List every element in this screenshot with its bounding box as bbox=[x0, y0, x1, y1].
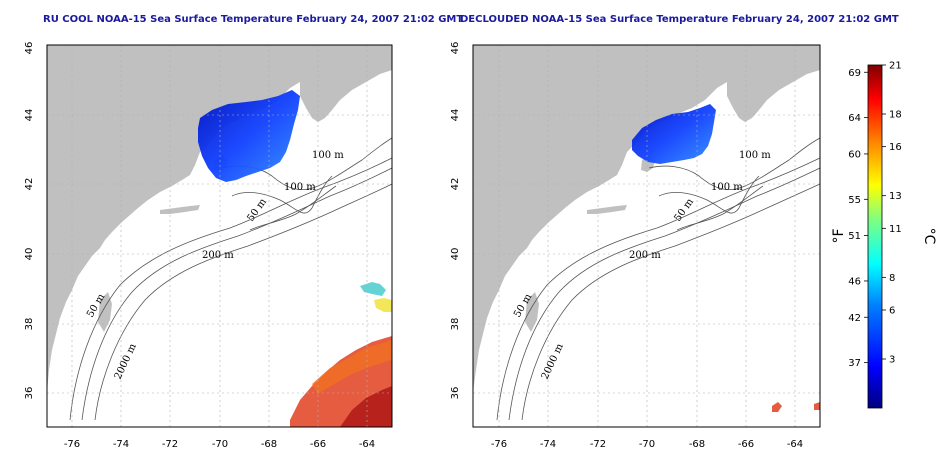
fahrenheit-tick-label: 46 bbox=[848, 276, 861, 287]
fahrenheit-unit-label: °F bbox=[831, 228, 847, 243]
x-tick-label: -72 bbox=[162, 439, 178, 450]
y-tick-label: 44 bbox=[450, 109, 461, 122]
fahrenheit-tick-label: 37 bbox=[848, 358, 861, 369]
celsius-tick-label: 11 bbox=[889, 224, 902, 235]
fahrenheit-tick-label: 42 bbox=[848, 313, 861, 324]
x-tick-label: -64 bbox=[359, 439, 375, 450]
sst-map-panel-right: DECLOUDED NOAA-15 Sea Surface Temperatur… bbox=[450, 14, 899, 450]
contour-label: 100 m bbox=[312, 150, 344, 161]
contour-label: 100 m bbox=[284, 182, 316, 193]
celsius-tick-label: 18 bbox=[889, 110, 902, 121]
x-tick-label: -70 bbox=[212, 439, 228, 450]
sst-map-panel-left: RU COOL NOAA-15 Sea Surface Temperature … bbox=[24, 14, 463, 450]
y-tick-label: 46 bbox=[450, 42, 461, 55]
y-tick-label: 42 bbox=[450, 178, 461, 191]
contour-label: 200 m bbox=[202, 250, 234, 261]
x-tick-label: -68 bbox=[689, 439, 705, 450]
celsius-tick-label: 16 bbox=[889, 142, 902, 153]
celsius-tick-label: 8 bbox=[889, 273, 895, 284]
x-tick-label: -66 bbox=[310, 439, 326, 450]
land-nova-scotia bbox=[727, 56, 820, 122]
cold-water-region bbox=[198, 90, 300, 182]
warm-water-region bbox=[290, 282, 392, 427]
y-tick-label: 40 bbox=[450, 248, 461, 261]
fahrenheit-tick-label: 60 bbox=[848, 149, 861, 160]
contour-label: 100 m bbox=[739, 150, 771, 161]
land-mass bbox=[473, 45, 820, 392]
y-tick-label: 46 bbox=[24, 42, 35, 55]
celsius-tick-label: 13 bbox=[889, 191, 902, 202]
panel-title: RU COOL NOAA-15 Sea Surface Temperature … bbox=[43, 14, 463, 25]
land-nova-scotia bbox=[300, 56, 392, 122]
x-tick-label: -66 bbox=[738, 439, 754, 450]
y-axis: 36 38 40 42 44 46 bbox=[24, 42, 35, 400]
land-mass bbox=[47, 45, 392, 392]
x-axis: -76 -74 -72 -70 -68 -66 -64 bbox=[64, 439, 375, 450]
panel-title: DECLOUDED NOAA-15 Sea Surface Temperatur… bbox=[460, 14, 899, 25]
land-delmarva bbox=[98, 292, 112, 332]
x-tick-label: -64 bbox=[787, 439, 803, 450]
fahrenheit-tick-label: 69 bbox=[848, 68, 861, 79]
fahrenheit-ticks: 37 42 46 51 55 60 64 69 bbox=[848, 68, 868, 369]
colorbar: °F °C 37 42 46 51 55 60 64 69 3 6 8 11 13 16 18 21 bbox=[831, 61, 937, 409]
x-tick-label: -76 bbox=[491, 439, 507, 450]
x-tick-label: -72 bbox=[590, 439, 606, 450]
warm-water-region bbox=[772, 402, 820, 412]
fahrenheit-tick-label: 64 bbox=[848, 113, 861, 124]
colorbar-gradient bbox=[867, 64, 883, 409]
celsius-tick-label: 6 bbox=[889, 306, 895, 317]
celsius-ticks: 3 6 8 11 13 16 18 21 bbox=[882, 61, 902, 366]
graticule bbox=[473, 44, 820, 427]
y-tick-label: 36 bbox=[24, 387, 35, 400]
contour-label: 200 m bbox=[629, 250, 661, 261]
y-axis: 36 38 40 42 44 46 bbox=[450, 42, 461, 400]
land-long-island bbox=[587, 205, 627, 214]
celsius-tick-label: 3 bbox=[889, 355, 895, 366]
fahrenheit-tick-label: 51 bbox=[848, 231, 861, 242]
cold-water-region bbox=[632, 104, 716, 164]
contour-label: 100 m bbox=[711, 182, 743, 193]
graticule bbox=[47, 44, 392, 427]
celsius-unit-label: °C bbox=[921, 228, 937, 245]
land-delmarva bbox=[525, 292, 539, 332]
y-tick-label: 42 bbox=[24, 178, 35, 191]
x-tick-label: -76 bbox=[64, 439, 80, 450]
y-tick-label: 36 bbox=[450, 387, 461, 400]
y-tick-label: 44 bbox=[24, 109, 35, 122]
x-tick-label: -68 bbox=[261, 439, 277, 450]
celsius-tick-label: 21 bbox=[889, 61, 902, 72]
x-tick-label: -74 bbox=[113, 439, 129, 450]
y-tick-label: 40 bbox=[24, 248, 35, 261]
map-body: 100 m 100 m 50 m 200 m 50 m 2000 m bbox=[47, 44, 393, 427]
map-frame bbox=[46, 44, 393, 428]
x-tick-label: -70 bbox=[639, 439, 655, 450]
fahrenheit-tick-label: 55 bbox=[848, 195, 861, 206]
y-tick-label: 38 bbox=[24, 318, 35, 331]
x-tick-label: -74 bbox=[540, 439, 556, 450]
map-frame bbox=[472, 44, 821, 428]
y-tick-label: 38 bbox=[450, 318, 461, 331]
x-axis: -76 -74 -72 -70 -68 -66 -64 bbox=[491, 439, 803, 450]
